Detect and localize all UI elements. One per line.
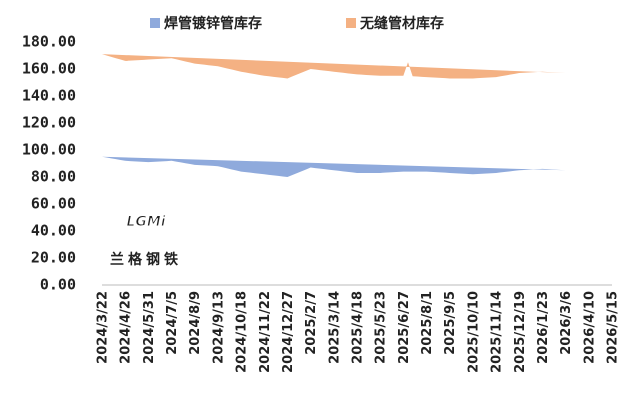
x-tick-label: 2026/5/15 [606,291,621,364]
x-tick-label: 2025/5/23 [374,291,389,364]
x-tick-label: 2025/10/10 [466,291,481,373]
legend-label: 无缝管材库存 [359,15,444,32]
x-tick-label: 2024/4/26 [119,291,134,364]
x-tick-label: 2024/3/22 [96,291,111,364]
y-tick-label: 20.00 [31,249,76,267]
y-tick-label: 0.00 [40,276,76,294]
watermark-logo: LGMi [126,214,165,230]
x-tick-label: 2025/11/14 [490,291,505,373]
legend-swatch [150,18,160,28]
x-tick-label: 2025/12/19 [513,291,528,373]
y-tick-label: 120.00 [22,114,76,132]
x-tick-label: 2026/3/6 [559,291,574,355]
x-tick-label: 2026/4/10 [582,291,597,364]
x-tick-label: 2024/12/27 [281,291,296,373]
area [102,156,566,177]
x-tick-label: 2024/8/9 [188,291,203,355]
y-tick-label: 180.00 [22,33,76,51]
area [102,54,566,79]
y-tick-label: 80.00 [31,168,76,186]
legend-label: 焊管镀锌管库存 [164,15,262,32]
x-tick-label: 2025/9/5 [443,291,458,355]
x-tick-label: 2025/4/18 [351,291,366,364]
x-tick-label: 2025/8/1 [420,291,435,355]
x-tick-label: 2024/5/31 [142,291,157,364]
y-tick-label: 60.00 [31,195,76,213]
x-tick-label: 2025/6/27 [397,291,412,364]
watermark-text: 兰格钢铁 [110,251,182,268]
x-tick-label: 2024/11/22 [258,291,273,373]
x-tick-label: 2025/2/7 [304,291,319,355]
legend-swatch [346,18,356,28]
y-tick-label: 160.00 [22,60,76,78]
x-tick-label: 2024/7/5 [165,291,180,355]
x-tick-label: 2025/3/14 [327,291,342,364]
y-tick-label: 100.00 [22,141,76,159]
x-tick-label: 2026/1/23 [536,291,551,364]
x-tick-label: 2024/9/13 [211,291,226,364]
y-tick-label: 40.00 [31,222,76,240]
y-tick-label: 140.00 [22,87,76,105]
x-tick-label: 2024/10/18 [235,291,250,373]
